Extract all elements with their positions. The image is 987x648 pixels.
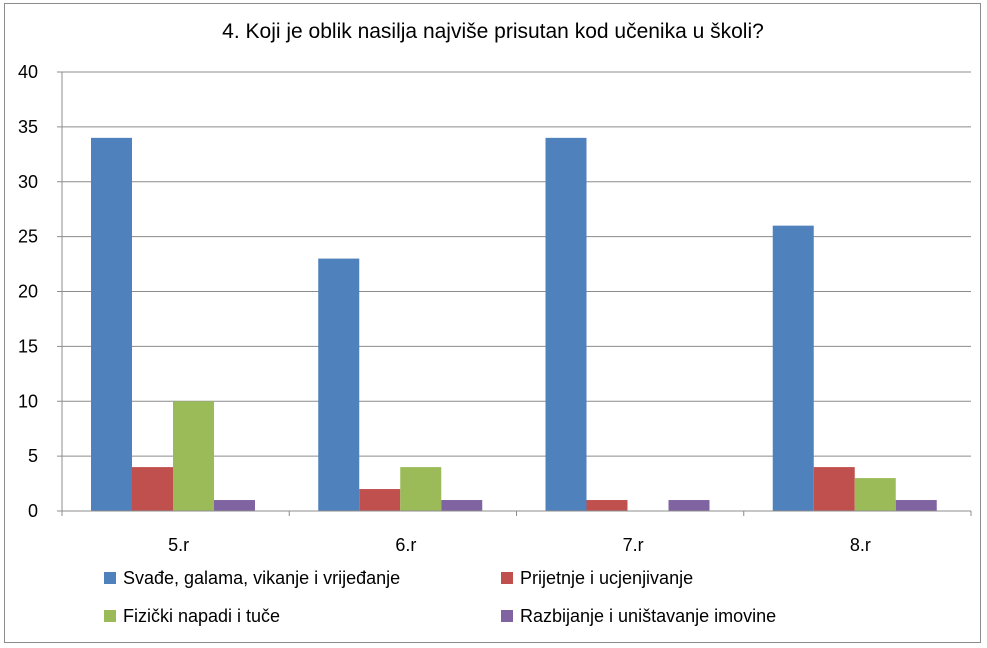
bar: [132, 467, 173, 511]
bar: [772, 225, 814, 511]
legend-swatch: [501, 610, 513, 622]
bar: [359, 489, 401, 511]
legend-label: Prijetnje i ucjenjivanje: [520, 568, 693, 588]
legend-label: Fizički napadi i tuče: [123, 606, 280, 626]
x-axis: 5.r 6.r 7.r 8.r: [61, 510, 972, 555]
bar: [668, 500, 710, 511]
bar: [400, 467, 442, 511]
y-tick-label: 10: [18, 391, 38, 411]
bar: [173, 401, 214, 511]
legend-label: Razbijanje i uništavanje imovine: [520, 606, 776, 626]
y-tick-label: 30: [18, 172, 38, 192]
bars: [91, 137, 937, 511]
y-tick-label: 15: [18, 336, 38, 356]
bar: [441, 500, 483, 511]
bar: [318, 258, 360, 511]
bar: [545, 137, 587, 511]
chart-frame: [4, 3, 981, 643]
legend-swatch: [104, 572, 116, 584]
legend: Svađe, galama, vikanje i vrijeđanje Prije…: [104, 568, 776, 626]
bar: [586, 500, 628, 511]
y-tick-label: 40: [18, 62, 38, 82]
y-tick-label: 0: [28, 501, 38, 521]
bar: [214, 500, 255, 511]
y-tick-label: 25: [18, 227, 38, 247]
y-tick-label: 5: [28, 446, 38, 466]
x-tick-label: 5.r: [168, 535, 189, 555]
gridlines: [62, 71, 971, 457]
x-tick-label: 8.r: [850, 535, 871, 555]
bar: [813, 467, 855, 511]
x-tick-label: 6.r: [395, 535, 416, 555]
chart-title: 4. Koji je oblik nasilja najviše prisuta…: [222, 20, 764, 43]
y-tick-label: 20: [18, 282, 38, 302]
x-tick-label: 7.r: [623, 535, 644, 555]
legend-label: Svađe, galama, vikanje i vrijeđanje: [123, 568, 400, 588]
y-axis: 0 5 10 15 20 25 30 35 40: [18, 62, 63, 521]
bar: [91, 137, 132, 511]
bar: [854, 478, 896, 511]
legend-swatch: [104, 610, 116, 622]
y-tick-label: 35: [18, 117, 38, 137]
legend-swatch: [501, 572, 513, 584]
bar: [895, 500, 937, 511]
